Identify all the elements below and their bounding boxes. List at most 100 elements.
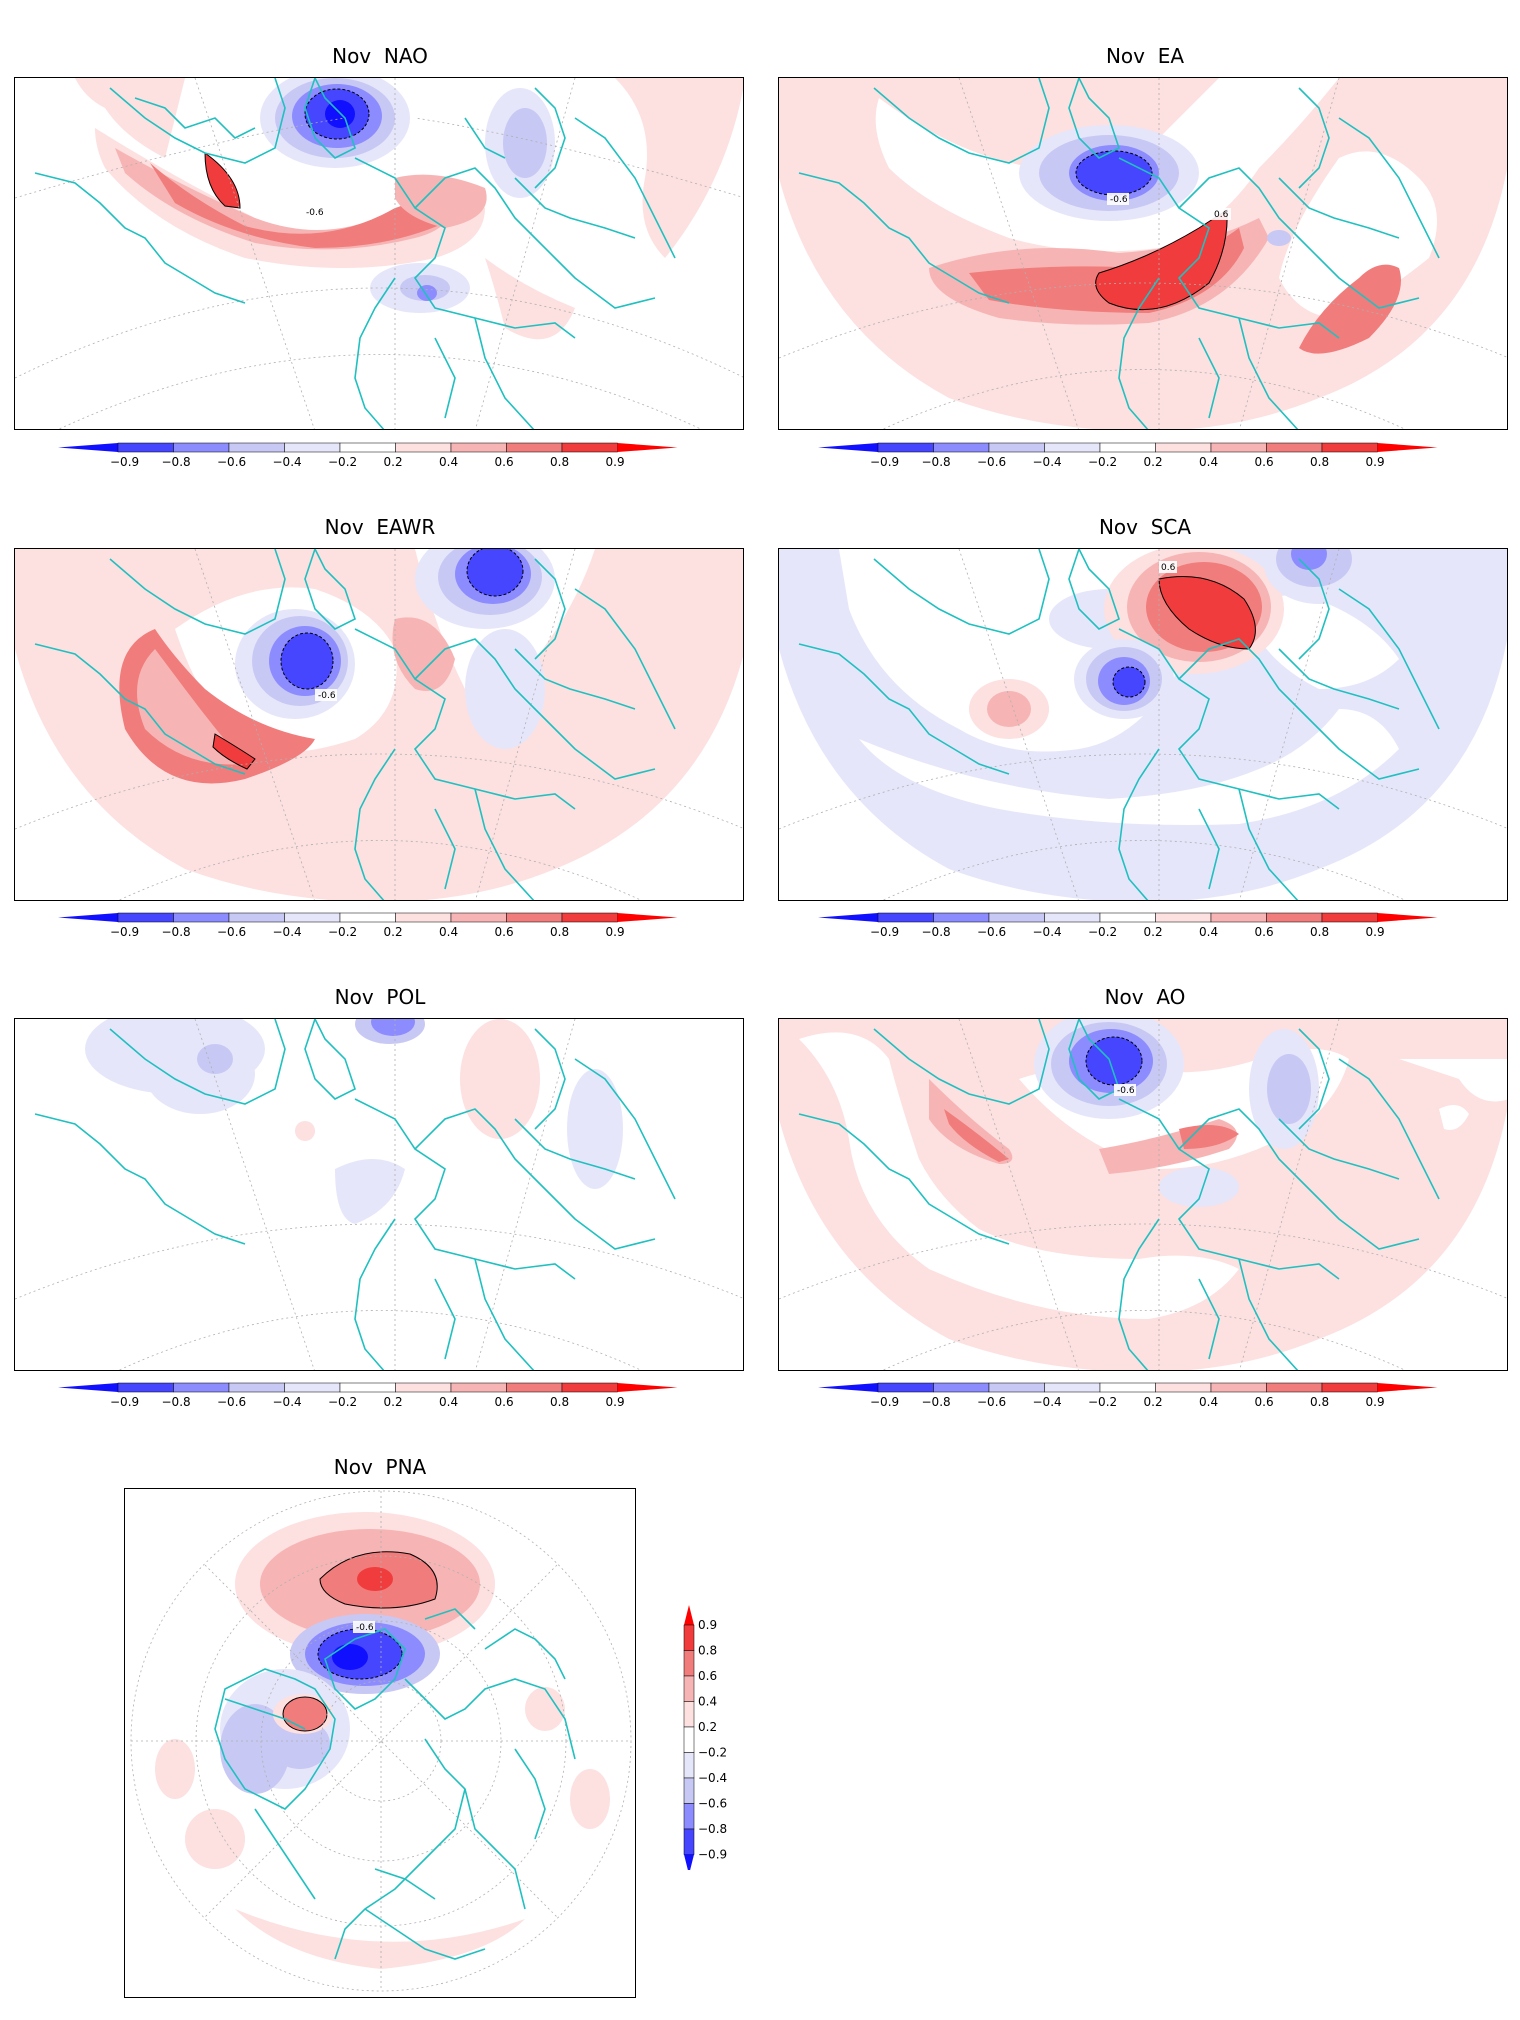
colorbar-tick-label: −0.8 bbox=[162, 925, 191, 939]
colorbar-swatch bbox=[1155, 442, 1212, 453]
colorbar-tick-label: −0.6 bbox=[977, 1395, 1006, 1409]
colorbar-tick-label: −0.6 bbox=[217, 925, 246, 939]
colorbar-tick-label: 0.4 bbox=[1199, 1395, 1218, 1409]
colorbar-swatch bbox=[117, 442, 174, 453]
colorbar-tick-label: 0.9 bbox=[698, 1618, 717, 1632]
colorbar-arrow-low bbox=[58, 1383, 118, 1392]
colorbar-tick-label: 0.9 bbox=[1366, 455, 1385, 469]
colorbar-tick-label: −0.4 bbox=[273, 455, 302, 469]
colorbar-tick-label: −0.8 bbox=[922, 925, 951, 939]
colorbar-tick-label: 0.9 bbox=[606, 1395, 625, 1409]
colorbar-tick-label: −0.8 bbox=[162, 455, 191, 469]
map-pna: -0.6 bbox=[124, 1488, 636, 1998]
colorbar-swatch bbox=[1044, 912, 1101, 923]
colorbar-swatch bbox=[561, 442, 618, 453]
colorbar-swatch bbox=[933, 912, 990, 923]
colorbar-tick-label: −0.4 bbox=[698, 1771, 727, 1785]
colorbar-tick-label: 0.8 bbox=[550, 1395, 569, 1409]
colorbar-tick-label: −0.9 bbox=[870, 925, 899, 939]
colorbar-tick-label: −0.2 bbox=[328, 925, 357, 939]
colorbar-tick-label: 0.9 bbox=[1366, 1395, 1385, 1409]
colorbar-arrow-high bbox=[684, 1605, 694, 1625]
colorbar-tick-label: 0.4 bbox=[439, 925, 458, 939]
contour-label-sca: 0.6 bbox=[1161, 563, 1176, 573]
colorbar-tick-label: −0.8 bbox=[922, 1395, 951, 1409]
colorbar-tick-label: −0.2 bbox=[698, 1746, 727, 1760]
colorbar-tick-label: −0.8 bbox=[698, 1822, 727, 1836]
colorbar-swatch bbox=[683, 1803, 695, 1830]
colorbar-tick-label: −0.4 bbox=[273, 925, 302, 939]
map-ao: -0.6 bbox=[778, 1018, 1508, 1371]
contour-label-ea-pos: 0.6 bbox=[1214, 210, 1229, 220]
colorbar-tick-label: −0.9 bbox=[870, 1395, 899, 1409]
colorbar-tick-label: 0.6 bbox=[698, 1669, 717, 1683]
colorbar-swatch bbox=[395, 442, 452, 453]
colorbar-arrow-low bbox=[58, 443, 118, 452]
colorbar-arrow-low bbox=[684, 1854, 694, 1870]
colorbar-tick-label: 0.2 bbox=[384, 455, 403, 469]
colorbar-arrow-low bbox=[818, 443, 878, 452]
colorbar-swatch bbox=[1321, 912, 1378, 923]
colorbar-tick-label: −0.4 bbox=[273, 1395, 302, 1409]
panel-title-pol: Nov POL bbox=[334, 985, 426, 1009]
colorbar-swatch bbox=[988, 442, 1045, 453]
colorbar-tick-label: 0.9 bbox=[1366, 925, 1385, 939]
colorbar-swatch bbox=[173, 912, 230, 923]
panel-title-ao: Nov AO bbox=[1104, 985, 1186, 1009]
colorbar-tick-label: 0.8 bbox=[550, 455, 569, 469]
panel-title-nao: Nov NAO bbox=[332, 44, 428, 68]
colorbar-swatch bbox=[1099, 912, 1156, 923]
colorbar-tick-label: 0.9 bbox=[606, 455, 625, 469]
colorbar-tick-label: −0.4 bbox=[1033, 455, 1062, 469]
colorbar-swatch bbox=[228, 912, 285, 923]
colorbar-arrow-low bbox=[818, 913, 878, 922]
colorbar-tick-label: 0.4 bbox=[439, 1395, 458, 1409]
colorbar-tick-label: −0.6 bbox=[977, 925, 1006, 939]
colorbar-swatch bbox=[1210, 442, 1267, 453]
colorbar-swatch bbox=[284, 1382, 341, 1393]
colorbar-tick-label: 0.8 bbox=[698, 1644, 717, 1658]
panel-title-eawr: Nov EAWR bbox=[324, 515, 436, 539]
colorbar-swatch bbox=[339, 912, 396, 923]
colorbar-ao: −0.9 −0.8 −0.6 −0.4 −0.2 0.2 0.4 0.6 0.8 0.9 bbox=[818, 1382, 1438, 1409]
colorbar-swatch bbox=[506, 912, 563, 923]
colorbar-tick-label: −0.9 bbox=[110, 455, 139, 469]
colorbar-swatch bbox=[988, 912, 1045, 923]
map-nao: -0.6 bbox=[14, 77, 744, 430]
colorbar-swatch bbox=[1266, 912, 1323, 923]
colorbar-tick-label: −0.8 bbox=[162, 1395, 191, 1409]
colorbar-swatch bbox=[933, 1382, 990, 1393]
colorbar-arrow-low bbox=[818, 1383, 878, 1392]
colorbar-swatch bbox=[933, 442, 990, 453]
colorbar-sca: −0.9 −0.8 −0.6 −0.4 −0.2 0.2 0.4 0.6 0.8 0.9 bbox=[818, 912, 1438, 939]
colorbar-tick-label: −0.9 bbox=[110, 925, 139, 939]
colorbar-tick-label: 0.2 bbox=[384, 1395, 403, 1409]
colorbar-tick-label: 0.4 bbox=[1199, 455, 1218, 469]
colorbar-swatch bbox=[173, 1382, 230, 1393]
colorbar-swatch bbox=[1044, 442, 1101, 453]
colorbar-swatch bbox=[877, 912, 934, 923]
colorbar-swatch bbox=[1099, 442, 1156, 453]
colorbar-arrow-high bbox=[617, 913, 678, 922]
colorbar-arrow-low bbox=[58, 913, 118, 922]
colorbar-tick-label: −0.6 bbox=[698, 1797, 727, 1811]
colorbar-swatch bbox=[1321, 1382, 1378, 1393]
colorbar-arrow-high bbox=[1377, 913, 1438, 922]
colorbar-swatch bbox=[228, 1382, 285, 1393]
colorbar-tick-label: −0.8 bbox=[922, 455, 951, 469]
colorbar-swatch bbox=[1266, 442, 1323, 453]
colorbar-tick-label: −0.9 bbox=[870, 455, 899, 469]
colorbar-tick-label: 0.9 bbox=[606, 925, 625, 939]
colorbar-tick-label: −0.2 bbox=[328, 455, 357, 469]
colorbar-tick-label: 0.8 bbox=[550, 925, 569, 939]
colorbar-swatch bbox=[1321, 442, 1378, 453]
colorbar-arrow-high bbox=[617, 443, 678, 452]
colorbar-tick-label: 0.4 bbox=[439, 455, 458, 469]
colorbar-swatch bbox=[450, 912, 507, 923]
contour-label-eawr: -0.6 bbox=[318, 691, 336, 701]
colorbar-swatch bbox=[683, 1726, 695, 1753]
colorbar-swatch bbox=[683, 1624, 695, 1651]
colorbar-swatch bbox=[506, 1382, 563, 1393]
colorbar-swatch bbox=[683, 1701, 695, 1728]
colorbar-tick-label: 0.6 bbox=[1255, 925, 1274, 939]
